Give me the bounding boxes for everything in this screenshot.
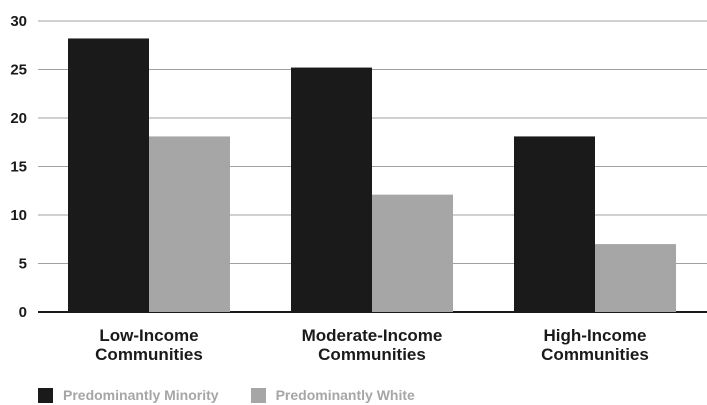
bar-chart: 0 5 10 15 20 25 30 Low-Income Communities Modera… xyxy=(10,13,707,364)
bar-white-0 xyxy=(149,136,230,312)
x-category-label: Moderate-Income Communities xyxy=(302,326,443,364)
legend-item-minority: Predominantly Minority xyxy=(38,387,219,403)
legend-label-white: Predominantly White xyxy=(275,387,415,403)
y-tick-label: 20 xyxy=(10,110,27,127)
legend-label-minority: Predominantly Minority xyxy=(63,387,219,403)
y-tick-label: 25 xyxy=(10,62,27,79)
bar-minority-1 xyxy=(291,67,372,312)
y-tick-label: 0 xyxy=(19,304,27,321)
y-axis-ticks: 0 5 10 15 20 25 30 xyxy=(10,13,27,321)
bar-white-2 xyxy=(595,244,676,312)
legend-swatch-minority xyxy=(38,387,53,403)
x-axis-categories: Low-Income Communities Moderate-Income Comm… xyxy=(95,326,649,364)
legend-item-white: Predominantly White xyxy=(250,387,415,403)
y-tick-label: 10 xyxy=(10,207,27,224)
bar-minority-2 xyxy=(514,136,595,312)
bar-white-1 xyxy=(372,194,453,312)
y-tick-label: 30 xyxy=(10,13,27,30)
bar-minority-0 xyxy=(68,38,149,313)
y-tick-label: 15 xyxy=(10,159,27,176)
x-category-label: High-Income Communities xyxy=(541,326,649,364)
legend: Predominantly Minority Predominantly Whi… xyxy=(38,385,447,405)
bars xyxy=(68,38,676,313)
legend-swatch-white xyxy=(250,387,266,403)
y-tick-label: 5 xyxy=(19,256,27,273)
x-category-label: Low-Income Communities xyxy=(95,326,203,364)
